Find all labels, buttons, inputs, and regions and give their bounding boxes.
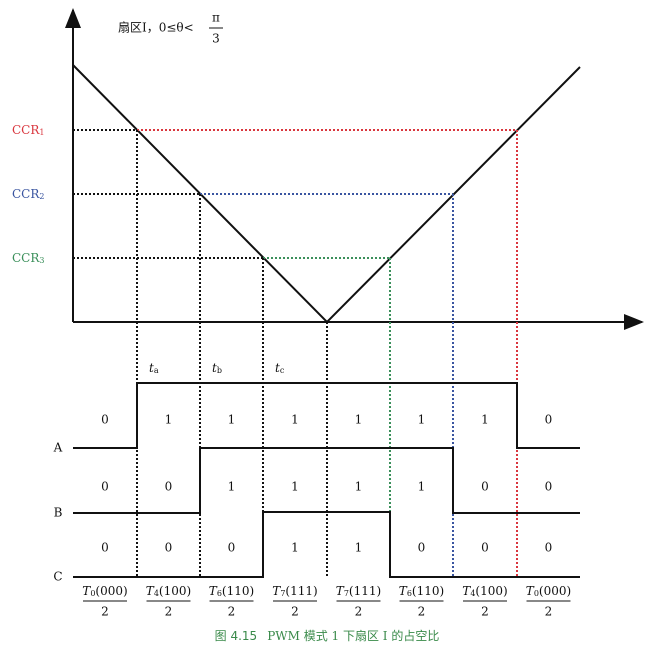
signal-name: A <box>53 441 63 455</box>
subscript: c <box>280 366 285 375</box>
caption: 图 4.15 PWM 模式 1 下扇区 I 的占空比 <box>215 628 440 643</box>
subscript: 4 <box>470 589 475 598</box>
base: T <box>462 584 471 598</box>
interval-numerator: T0(000) <box>526 584 571 599</box>
bit: 1 <box>481 413 489 427</box>
t-label: tb <box>212 361 222 376</box>
state: (100) <box>159 584 191 598</box>
subscript: 6 <box>217 589 222 598</box>
bit: 0 <box>545 413 553 427</box>
base: T <box>209 584 218 598</box>
base: t <box>275 361 280 375</box>
ccr-label: CCR1 <box>12 123 45 138</box>
subscript: 7 <box>280 589 285 598</box>
subscript: 3 <box>39 256 44 265</box>
interval-numerator: T6(110) <box>399 584 444 599</box>
base: T <box>82 584 91 598</box>
interval-numerator: T6(110) <box>209 584 254 599</box>
subscript: 0 <box>90 589 95 598</box>
signal-name: C <box>53 570 62 584</box>
bit: 0 <box>418 541 426 555</box>
bit: 0 <box>228 541 236 555</box>
subscript: 6 <box>407 589 412 598</box>
waveform <box>73 382 580 449</box>
bit: 1 <box>291 480 299 494</box>
t-label: ta <box>149 361 159 376</box>
caption-figure: 图 4.15 <box>215 629 258 643</box>
bit: 0 <box>481 480 489 494</box>
base: t <box>149 361 154 375</box>
bit: 1 <box>291 541 299 555</box>
base: CCR <box>12 123 40 137</box>
bit: 1 <box>291 413 299 427</box>
interval-denominator: 2 <box>481 605 489 619</box>
base: T <box>272 584 281 598</box>
bit: 0 <box>101 541 109 555</box>
ccr-label: CCR3 <box>12 251 45 266</box>
base: T <box>399 584 408 598</box>
interval-numerator: T4(100) <box>462 584 507 599</box>
subscript: 0 <box>534 589 539 598</box>
subscript: 7 <box>344 589 349 598</box>
bit: 0 <box>545 480 553 494</box>
bit: 1 <box>228 413 236 427</box>
bit: 1 <box>355 413 363 427</box>
bit: 0 <box>481 541 489 555</box>
interval-denominator: 2 <box>355 605 363 619</box>
state: (111) <box>285 584 317 598</box>
state: (100) <box>475 584 507 598</box>
signal-name: B <box>54 506 63 520</box>
interval-denominator: 2 <box>291 605 299 619</box>
interval-denominator: 2 <box>545 605 553 619</box>
subscript: 4 <box>154 589 159 598</box>
ccr-label: CCR2 <box>12 187 45 202</box>
sector-denominator: 3 <box>212 32 220 46</box>
subscript: 1 <box>39 128 44 137</box>
bit: 1 <box>355 541 363 555</box>
interval-denominator: 2 <box>165 605 173 619</box>
base: T <box>526 584 535 598</box>
bit: 1 <box>165 413 173 427</box>
bit: 1 <box>418 480 426 494</box>
bit: 1 <box>355 480 363 494</box>
bit: 0 <box>101 480 109 494</box>
base: T <box>336 584 345 598</box>
base: t <box>212 361 217 375</box>
base: T <box>146 584 155 598</box>
bit: 1 <box>418 413 426 427</box>
interval-numerator: T0(000) <box>82 584 127 599</box>
bit: 0 <box>165 541 173 555</box>
sector-numerator: π <box>212 11 220 25</box>
interval-denominator: 2 <box>101 605 109 619</box>
subscript: a <box>154 366 159 375</box>
interval-numerator: T7(111) <box>336 584 381 599</box>
sector-label: 扇区I，0≤θ< <box>118 20 194 35</box>
bit: 0 <box>545 541 553 555</box>
subscript: b <box>217 366 222 375</box>
waveform <box>73 511 580 578</box>
state: (000) <box>539 584 571 598</box>
bit: 0 <box>101 413 109 427</box>
caption-text: PWM 模式 1 下扇区 I 的占空比 <box>267 628 439 643</box>
state: (110) <box>412 584 444 598</box>
base: CCR <box>12 187 40 201</box>
interval-denominator: 2 <box>418 605 426 619</box>
subscript: 2 <box>39 192 44 201</box>
waveform <box>73 447 580 514</box>
interval-denominator: 2 <box>228 605 236 619</box>
state: (000) <box>95 584 127 598</box>
bit: 1 <box>228 480 236 494</box>
interval-numerator: T7(111) <box>272 584 317 599</box>
base: CCR <box>12 251 40 265</box>
bit: 0 <box>165 480 173 494</box>
state: (110) <box>222 584 254 598</box>
t-label: tc <box>275 361 285 376</box>
state: (111) <box>349 584 381 598</box>
interval-numerator: T4(100) <box>146 584 191 599</box>
